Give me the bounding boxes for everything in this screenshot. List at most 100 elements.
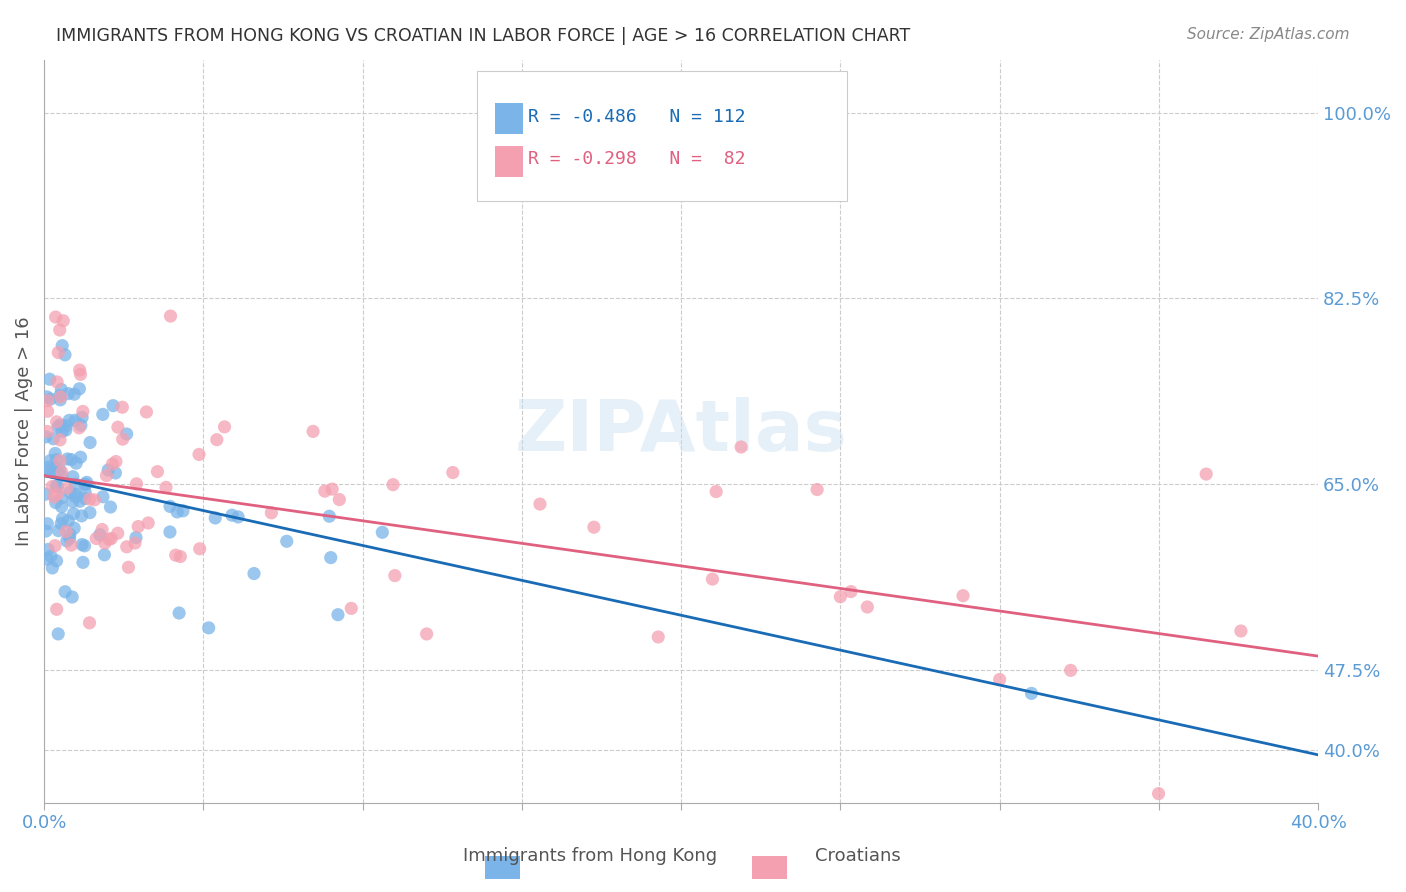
- Point: [51, 491, 73, 505]
- Point: [382, 477, 405, 491]
- Point: [111, 401, 134, 415]
- Point: [56, 481, 79, 495]
- Point: [79, 492, 101, 507]
- Text: ZIPAtlas: ZIPAtlas: [515, 397, 848, 466]
- Point: [46, 466, 69, 480]
- Point: [35, 487, 58, 501]
- Point: [51, 425, 73, 439]
- Point: [44, 461, 66, 475]
- Point: [91, 523, 114, 537]
- Point: [100, 532, 122, 546]
- Point: [72, 555, 94, 569]
- Point: [384, 568, 406, 582]
- Point: [37, 542, 59, 557]
- Point: [117, 560, 139, 574]
- Point: [52, 314, 75, 328]
- Point: [69, 450, 91, 465]
- Point: [79, 615, 101, 630]
- Point: [51, 339, 73, 353]
- Point: [159, 500, 181, 514]
- Point: [65, 456, 87, 470]
- Point: [37, 460, 59, 475]
- Point: [221, 508, 243, 523]
- Point: [49, 392, 72, 407]
- Point: [806, 483, 828, 497]
- Point: [260, 506, 283, 520]
- Point: [326, 607, 349, 622]
- Text: Croatians: Croatians: [815, 847, 900, 865]
- Point: [165, 548, 187, 562]
- Point: [197, 621, 219, 635]
- Point: [115, 540, 138, 554]
- Point: [67, 382, 90, 396]
- Point: [51, 383, 73, 397]
- Point: [314, 484, 336, 499]
- Point: [48, 524, 70, 538]
- Point: [51, 469, 73, 483]
- FancyBboxPatch shape: [477, 70, 846, 201]
- Point: [38, 372, 60, 386]
- Text: Source: ZipAtlas.com: Source: ZipAtlas.com: [1187, 27, 1350, 42]
- Point: [49, 390, 72, 404]
- Point: [41, 479, 63, 493]
- Point: [839, 584, 862, 599]
- Point: [226, 510, 249, 524]
- Point: [96, 468, 118, 483]
- Point: [70, 508, 93, 523]
- Point: [318, 509, 340, 524]
- Point: [45, 460, 67, 475]
- Point: [111, 432, 134, 446]
- Point: [45, 452, 67, 467]
- Point: [65, 477, 87, 491]
- Point: [328, 492, 350, 507]
- Point: [37, 425, 59, 439]
- Point: [172, 504, 194, 518]
- Point: [204, 511, 226, 525]
- Point: [1230, 624, 1253, 638]
- Text: Immigrants from Hong Kong: Immigrants from Hong Kong: [464, 847, 717, 865]
- Point: [93, 548, 115, 562]
- Point: [1021, 686, 1043, 700]
- Point: [51, 500, 73, 514]
- Point: [100, 500, 122, 514]
- Point: [45, 554, 67, 568]
- Point: [91, 408, 114, 422]
- Point: [37, 552, 59, 566]
- Point: [146, 465, 169, 479]
- Point: [45, 310, 67, 324]
- Point: [84, 532, 107, 546]
- Point: [75, 477, 97, 491]
- Point: [75, 485, 97, 500]
- Point: [59, 527, 82, 541]
- Point: [159, 309, 181, 323]
- Point: [69, 494, 91, 508]
- Point: [55, 418, 77, 433]
- Point: [127, 519, 149, 533]
- Point: [83, 492, 105, 507]
- Point: [72, 404, 94, 418]
- Point: [73, 477, 96, 491]
- Point: [35, 390, 58, 404]
- Point: [276, 534, 298, 549]
- Point: [704, 484, 727, 499]
- Point: [45, 495, 67, 509]
- Point: [97, 533, 120, 547]
- Point: [529, 497, 551, 511]
- Point: [188, 447, 211, 461]
- Point: [60, 452, 83, 467]
- Point: [58, 413, 80, 427]
- Point: [94, 536, 117, 550]
- Point: [39, 549, 62, 564]
- Point: [188, 541, 211, 556]
- Point: [1059, 664, 1081, 678]
- Point: [1195, 467, 1218, 481]
- Point: [830, 590, 852, 604]
- Point: [46, 375, 69, 389]
- Point: [41, 464, 63, 478]
- Point: [67, 421, 90, 435]
- Point: [49, 433, 72, 447]
- Point: [51, 516, 73, 531]
- Point: [76, 475, 98, 490]
- Point: [37, 393, 59, 408]
- Point: [53, 584, 76, 599]
